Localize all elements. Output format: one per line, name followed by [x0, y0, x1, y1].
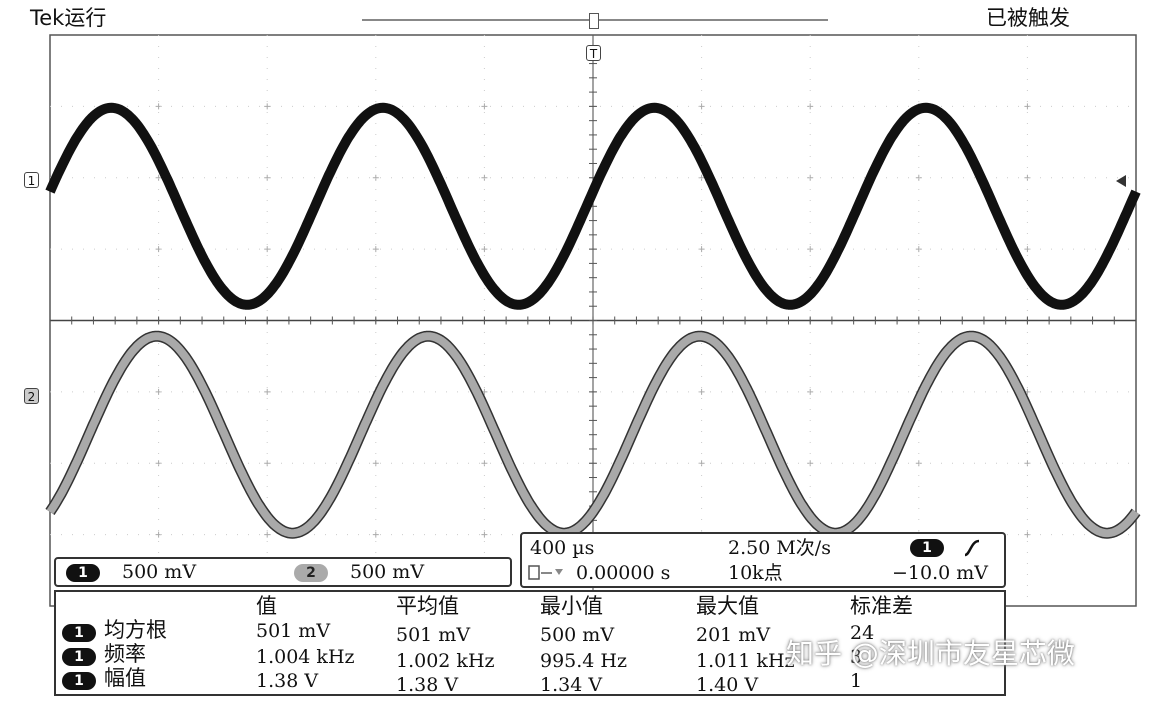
measure-cell: 1 [850, 670, 863, 692]
watermark-text: 知乎 @深圳市友星芯微 [786, 637, 1075, 670]
ch1-scale: 500 mV [122, 561, 197, 583]
trigger-position-marker[interactable]: T [586, 45, 601, 61]
trigger-status: 已被触发 [986, 6, 1070, 30]
measure-header-min: 最小值 [540, 594, 603, 618]
measurement-panel: 值 平均值 最小值 最大值 标准差 1 均方根 501 mV 501 mV 50… [54, 590, 1006, 696]
horizontal-position: 0.00000 s [576, 562, 671, 584]
ch1-waveform [45, 102, 1141, 310]
measure-cell: 201 mV [696, 624, 771, 646]
measure-cell: 501 mV [396, 624, 471, 646]
measure-cell: 24 [850, 622, 875, 644]
measure-cell: 1.40 V [696, 674, 759, 696]
ch2-indicator[interactable]: 2 [294, 564, 328, 582]
measure-cell: 1.38 V [256, 670, 319, 692]
ch2-ground-marker[interactable]: 2 [24, 388, 39, 404]
record-position-marker[interactable] [589, 13, 599, 29]
waveforms [45, 102, 1141, 539]
rising-edge-icon [964, 539, 980, 557]
measure-header-value: 值 [256, 594, 277, 618]
measure-cell: 995.4 Hz [540, 650, 628, 672]
measure-name: 频率 [104, 642, 146, 666]
ch2-scale: 500 mV [350, 561, 425, 583]
measure-name: 幅值 [104, 666, 146, 690]
measure-cell: 501 mV [256, 620, 331, 642]
measure-cell: 1.011 kHz [696, 650, 795, 672]
trigger-level-icon [1116, 175, 1126, 187]
measure-cell: 1.004 kHz [256, 646, 355, 668]
timebase-panel: 400 µs 2.50 M次/s 1 0.00000 s 10k点 −10.0 … [520, 532, 1006, 588]
measure-header-stddev: 标准差 [850, 594, 913, 618]
measure-cell: 3 [850, 646, 863, 668]
measure-header-mean: 平均值 [396, 594, 459, 618]
acquisition-status: Tek运行 [30, 6, 107, 30]
measure-cell: 1.38 V [396, 674, 459, 696]
sample-rate: 2.50 M次/s [728, 537, 831, 559]
ch1-indicator[interactable]: 1 [66, 564, 100, 582]
time-per-division: 400 µs [530, 537, 595, 559]
measure-cell: 1.34 V [540, 674, 603, 696]
trigger-level: −10.0 mV [892, 562, 989, 584]
record-length: 10k点 [728, 562, 783, 584]
channel-scale-panel: 1 500 mV 2 500 mV [54, 557, 512, 587]
measure-cell: 500 mV [540, 624, 615, 646]
ch1-ground-marker[interactable]: 1 [24, 172, 39, 188]
measure-source-indicator[interactable]: 1 [62, 624, 96, 642]
measure-source-indicator[interactable]: 1 [62, 672, 96, 690]
measure-cell: 1.002 kHz [396, 650, 495, 672]
measure-header-max: 最大值 [696, 594, 759, 618]
horizontal-position-icon [528, 565, 563, 580]
ch2-waveform [46, 332, 1140, 538]
measure-source-indicator[interactable]: 1 [62, 648, 96, 666]
trigger-source-indicator[interactable]: 1 [910, 539, 944, 557]
measure-name: 均方根 [104, 618, 167, 642]
